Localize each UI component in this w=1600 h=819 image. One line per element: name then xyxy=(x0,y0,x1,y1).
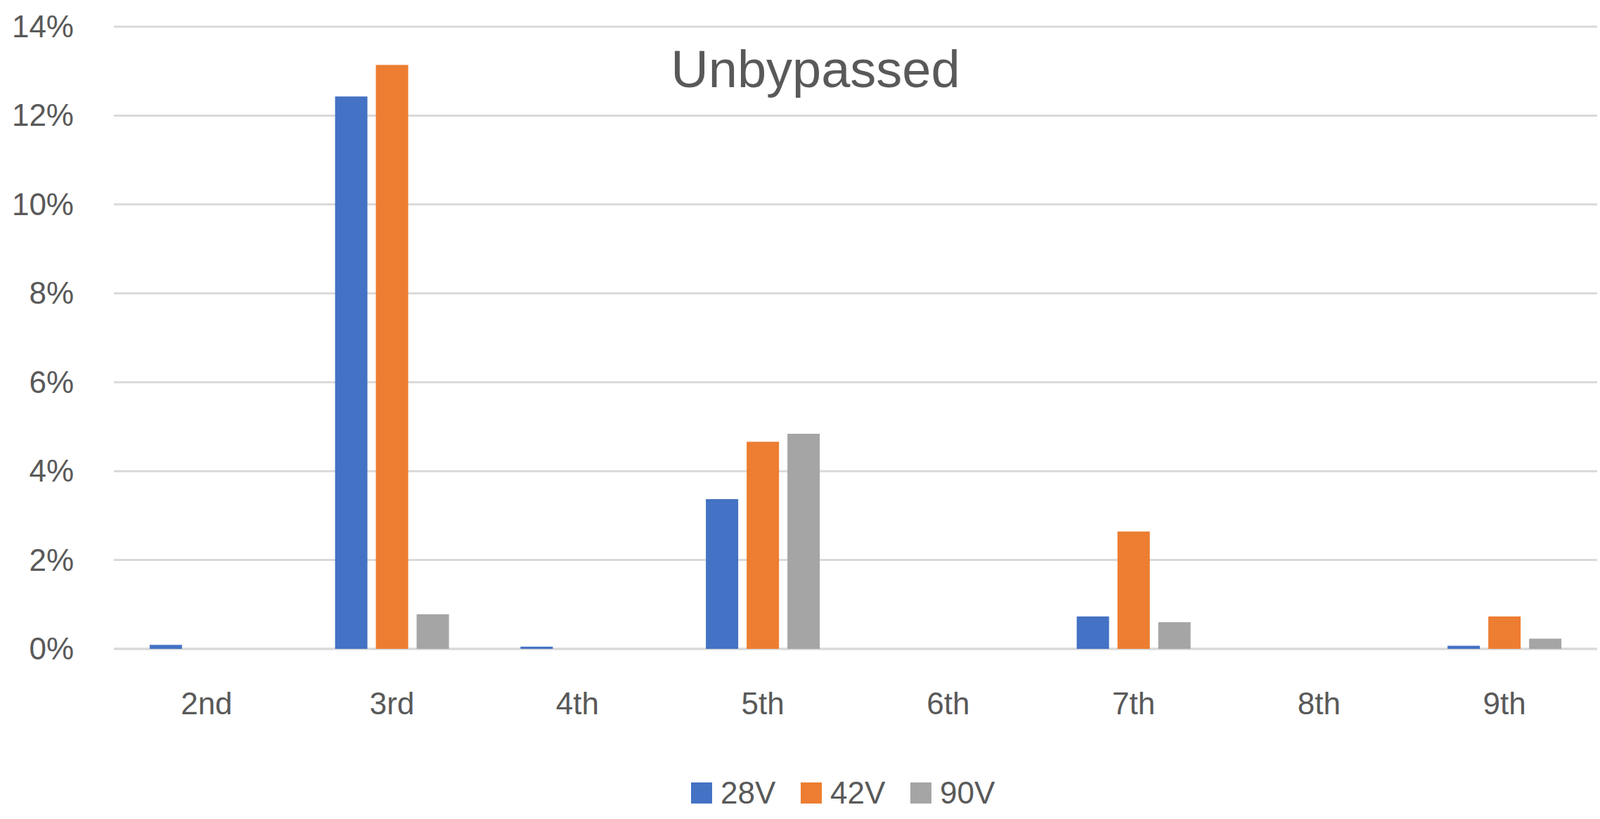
y-tick-label: 6% xyxy=(28,364,74,400)
bar xyxy=(1076,616,1110,649)
x-tick-label: 7th xyxy=(1112,686,1156,721)
bar xyxy=(1302,648,1335,650)
bar xyxy=(891,648,924,650)
bar xyxy=(1158,622,1191,649)
x-tick-label: 4th xyxy=(556,686,599,721)
bar xyxy=(1528,638,1562,649)
y-tick-label: 14% xyxy=(11,9,74,44)
bar xyxy=(376,64,409,649)
legend-swatch xyxy=(691,782,713,804)
y-tick-label: 10% xyxy=(11,186,74,222)
bar xyxy=(335,96,368,649)
x-tick-label: 8th xyxy=(1297,686,1341,721)
legend-label: 90V xyxy=(939,775,996,810)
bar xyxy=(1343,648,1376,650)
legend: 28V 42V 90V xyxy=(691,775,996,810)
y-tick-label: 12% xyxy=(11,97,74,133)
x-tick-label: 6th xyxy=(926,686,970,721)
bar xyxy=(601,648,635,650)
chart: 0% 2% 4% 6% 8% 10% 12% 14% 2nd 3rd 4th 5th 6th 7th 8th… xyxy=(0,0,1600,819)
bar xyxy=(972,648,1006,650)
bar xyxy=(787,433,820,649)
bars xyxy=(149,64,1562,649)
chart-title: Unbypassed xyxy=(670,40,960,99)
bar xyxy=(746,441,779,649)
bar xyxy=(1488,616,1521,649)
grid-line xyxy=(113,26,1598,29)
legend-swatch xyxy=(800,782,822,804)
x-tick-label: 9th xyxy=(1483,686,1527,721)
x-tick-label: 2nd xyxy=(180,686,232,721)
bar xyxy=(705,499,739,649)
bar xyxy=(932,648,965,650)
y-tick-label: 0% xyxy=(28,631,74,666)
bar xyxy=(149,644,183,649)
bar xyxy=(416,614,450,649)
grid xyxy=(113,26,1598,649)
legend-swatch xyxy=(910,782,932,804)
legend-label: 42V xyxy=(830,775,886,810)
bar xyxy=(520,646,553,649)
bar xyxy=(1261,648,1295,650)
legend-label: 28V xyxy=(720,775,777,810)
bar xyxy=(1447,646,1480,649)
x-tick-label: 3rd xyxy=(369,686,415,721)
y-tick-label: 2% xyxy=(28,542,74,578)
y-tick-label: 4% xyxy=(28,453,74,488)
bar xyxy=(560,648,594,650)
bar xyxy=(231,648,264,650)
bar xyxy=(190,648,223,650)
y-tick-label: 8% xyxy=(28,275,74,311)
x-tick-label: 5th xyxy=(741,686,785,721)
bar xyxy=(1117,531,1151,649)
